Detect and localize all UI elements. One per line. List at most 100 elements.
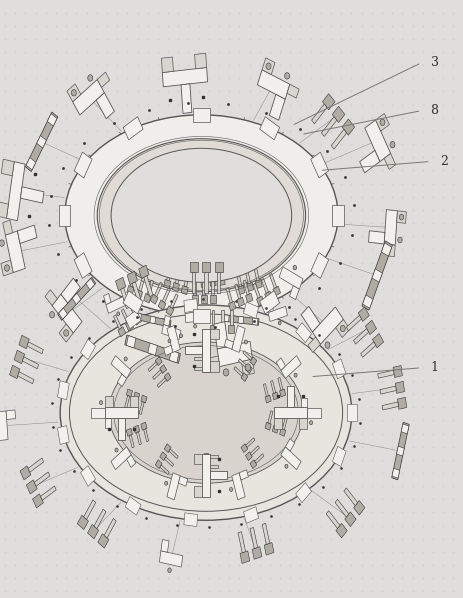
Polygon shape — [322, 94, 335, 110]
Polygon shape — [301, 306, 320, 332]
Polygon shape — [260, 117, 280, 140]
Polygon shape — [18, 225, 37, 243]
Polygon shape — [234, 367, 243, 376]
Polygon shape — [243, 350, 252, 361]
Circle shape — [124, 357, 127, 361]
Polygon shape — [392, 468, 400, 478]
Polygon shape — [194, 358, 204, 360]
Polygon shape — [210, 471, 227, 480]
Text: 3: 3 — [431, 56, 438, 69]
Polygon shape — [401, 424, 409, 434]
Polygon shape — [155, 356, 162, 365]
Circle shape — [223, 369, 229, 376]
Circle shape — [293, 266, 297, 270]
Polygon shape — [202, 262, 210, 273]
Polygon shape — [336, 319, 350, 337]
Polygon shape — [185, 312, 204, 322]
Polygon shape — [393, 365, 402, 377]
Polygon shape — [257, 70, 290, 99]
Polygon shape — [265, 395, 271, 403]
Polygon shape — [311, 152, 329, 178]
Polygon shape — [397, 211, 407, 223]
Polygon shape — [178, 476, 188, 486]
Polygon shape — [332, 106, 345, 123]
Polygon shape — [207, 356, 219, 369]
Polygon shape — [72, 293, 81, 304]
Polygon shape — [382, 243, 392, 256]
Circle shape — [0, 240, 4, 246]
Polygon shape — [252, 318, 258, 325]
Polygon shape — [397, 446, 404, 456]
Polygon shape — [91, 408, 111, 417]
Polygon shape — [161, 539, 169, 553]
Polygon shape — [192, 273, 195, 293]
Polygon shape — [301, 398, 307, 408]
Polygon shape — [204, 365, 208, 372]
Polygon shape — [144, 429, 149, 442]
Circle shape — [285, 464, 288, 468]
Polygon shape — [260, 291, 280, 314]
Circle shape — [194, 324, 196, 328]
Polygon shape — [335, 499, 349, 517]
Polygon shape — [164, 279, 171, 289]
Polygon shape — [166, 306, 174, 316]
Polygon shape — [162, 57, 174, 72]
Polygon shape — [210, 295, 216, 303]
Polygon shape — [296, 483, 312, 503]
Polygon shape — [226, 288, 232, 303]
Polygon shape — [94, 509, 106, 529]
Polygon shape — [0, 202, 8, 218]
Circle shape — [117, 312, 119, 316]
Polygon shape — [255, 279, 262, 289]
Polygon shape — [167, 325, 180, 352]
Polygon shape — [238, 532, 245, 553]
Polygon shape — [148, 362, 157, 371]
Polygon shape — [210, 278, 216, 286]
Polygon shape — [135, 313, 171, 327]
Polygon shape — [208, 465, 218, 468]
Polygon shape — [74, 152, 92, 178]
Polygon shape — [308, 337, 320, 353]
Polygon shape — [106, 297, 125, 313]
Polygon shape — [392, 422, 409, 480]
Polygon shape — [155, 460, 162, 469]
Polygon shape — [26, 157, 36, 170]
Circle shape — [50, 312, 55, 318]
Polygon shape — [208, 475, 218, 478]
Polygon shape — [354, 328, 369, 344]
Ellipse shape — [111, 148, 292, 282]
Polygon shape — [98, 534, 109, 548]
Polygon shape — [141, 422, 147, 430]
Polygon shape — [125, 310, 141, 329]
Polygon shape — [280, 428, 286, 437]
Polygon shape — [127, 271, 138, 285]
Polygon shape — [217, 273, 220, 293]
Polygon shape — [164, 345, 173, 356]
Polygon shape — [192, 295, 198, 303]
Polygon shape — [382, 402, 399, 410]
Polygon shape — [118, 418, 125, 440]
Polygon shape — [26, 480, 37, 494]
Polygon shape — [210, 325, 216, 332]
Polygon shape — [269, 94, 285, 120]
Polygon shape — [61, 278, 81, 303]
Polygon shape — [384, 154, 396, 169]
Polygon shape — [224, 315, 229, 322]
Ellipse shape — [97, 139, 306, 292]
Polygon shape — [77, 515, 88, 530]
Polygon shape — [6, 161, 25, 221]
Polygon shape — [210, 329, 219, 340]
Polygon shape — [373, 334, 384, 348]
Polygon shape — [272, 392, 278, 400]
Polygon shape — [115, 277, 126, 291]
Polygon shape — [181, 285, 188, 295]
Polygon shape — [52, 294, 82, 333]
Polygon shape — [137, 432, 142, 445]
Polygon shape — [167, 266, 172, 281]
Polygon shape — [246, 282, 254, 292]
Text: 8: 8 — [431, 104, 438, 117]
Polygon shape — [223, 315, 259, 325]
Polygon shape — [280, 389, 286, 397]
Polygon shape — [130, 272, 137, 287]
Circle shape — [100, 401, 103, 405]
